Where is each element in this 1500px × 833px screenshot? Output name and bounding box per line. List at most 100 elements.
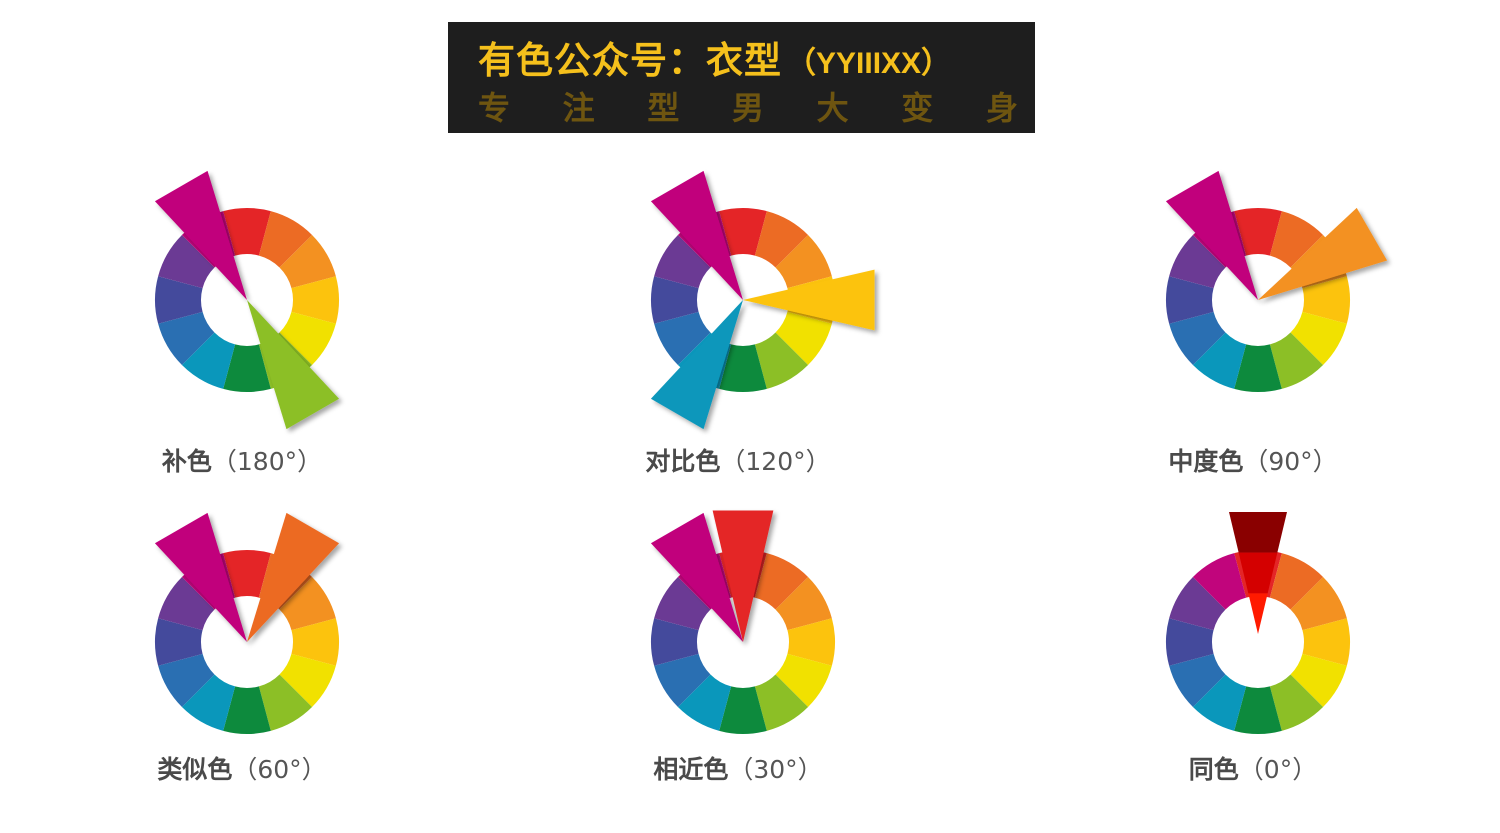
caption-label: 同色 xyxy=(1188,755,1239,784)
color-wheel-adjacent xyxy=(650,510,835,734)
pointer-wedge xyxy=(1258,207,1388,300)
pointer-wedge xyxy=(650,300,743,430)
caption-medium: 中度色（90°） xyxy=(1103,442,1403,478)
wheel-segment xyxy=(279,653,336,708)
caption-degree: （60°） xyxy=(232,755,327,784)
subtitle-char: 身 xyxy=(985,89,1018,127)
wheel-segment xyxy=(654,653,711,708)
wheel-segment xyxy=(223,550,271,598)
mono-band xyxy=(1229,512,1287,553)
wheel-segment xyxy=(1290,311,1347,366)
wheel-segment xyxy=(181,674,236,731)
wheel-segment xyxy=(158,234,215,289)
caption-label: 类似色 xyxy=(157,755,233,784)
caption-degree: （90°） xyxy=(1243,447,1338,476)
wheel-segment xyxy=(651,618,699,666)
wheel-segment xyxy=(719,208,767,256)
pointer-wedge xyxy=(154,170,247,300)
pointer-wedge xyxy=(247,300,340,430)
wheel-segment xyxy=(775,234,832,289)
wheel-segment xyxy=(1234,344,1282,392)
wheel-segment xyxy=(1169,234,1226,289)
wheel-segment xyxy=(1290,653,1347,708)
wheel-segment xyxy=(291,276,339,324)
banner-title: 有色公众号：衣型 （YYIIIXX） xyxy=(478,30,952,82)
wheel-segment xyxy=(1192,674,1247,731)
wheel-segment xyxy=(1166,276,1214,324)
wheel-segment xyxy=(719,686,767,734)
subtitle-char: 大 xyxy=(816,89,849,127)
caption-complementary: 补色（180°） xyxy=(92,442,392,478)
caption-degree: （120°） xyxy=(720,447,831,476)
wheel-segment xyxy=(1269,332,1324,389)
caption-degree: （30°） xyxy=(728,755,823,784)
caption-degree: （0°） xyxy=(1238,755,1318,784)
banner-subtitle: 专 注 型 男 大 变 身 xyxy=(478,86,1018,127)
subtitle-char: 注 xyxy=(562,89,595,127)
wheel-segment xyxy=(1290,576,1347,631)
wheel-segment xyxy=(754,553,809,610)
wheel-segment xyxy=(1169,311,1226,366)
wheel-segment xyxy=(1192,553,1247,610)
title-banner: 有色公众号：衣型 （YYIIIXX） 专 注 型 男 大 变 身 xyxy=(448,22,1035,133)
wheel-segment xyxy=(719,344,767,392)
caption-label: 中度色 xyxy=(1168,447,1244,476)
caption-degree: （180°） xyxy=(211,447,323,476)
wheel-segment xyxy=(1169,576,1226,631)
pointer-wedge xyxy=(154,512,247,642)
wheel-segment xyxy=(158,311,215,366)
caption-monochrome: 同色（0°） xyxy=(1103,750,1403,786)
caption-label: 对比色 xyxy=(645,447,721,476)
wheel-segment xyxy=(223,208,271,256)
subtitle-char: 型 xyxy=(647,89,680,127)
wheel-segment xyxy=(787,618,835,666)
wheel-segment xyxy=(651,276,699,324)
wheel-segment xyxy=(677,674,732,731)
mono-band xyxy=(1238,552,1278,594)
mono-band xyxy=(1248,593,1268,634)
wheel-segment xyxy=(1269,553,1324,610)
pointer-wedge xyxy=(650,512,743,642)
wheel-segment xyxy=(158,576,215,631)
wheel-segment xyxy=(258,211,313,268)
color-wheel-analogous xyxy=(154,512,340,734)
subtitle-char: 专 xyxy=(478,89,511,127)
wheel-segment xyxy=(654,234,711,289)
wheel-segment xyxy=(258,674,313,731)
wheel-segment xyxy=(1269,211,1324,268)
wheel-segment xyxy=(223,686,271,734)
wheel-segment xyxy=(775,576,832,631)
color-wheel-complementary xyxy=(154,170,340,430)
wheel-segment xyxy=(1234,208,1282,256)
wheel-segment xyxy=(1302,276,1350,324)
pointer-wedge xyxy=(650,170,743,300)
wheel-segment xyxy=(1166,618,1214,666)
wheel-segment xyxy=(654,576,711,631)
wheel-segment xyxy=(1234,686,1282,734)
wheel-segment xyxy=(1269,674,1324,731)
wheel-segment xyxy=(754,211,809,268)
wheel-segment xyxy=(654,311,711,366)
wheel-segment xyxy=(155,276,203,324)
wheel-segment xyxy=(291,618,339,666)
caption-contrast: 对比色（120°） xyxy=(588,442,888,478)
subtitle-char: 男 xyxy=(731,89,764,127)
wheel-segment xyxy=(1302,618,1350,666)
color-wheel-contrast xyxy=(650,170,875,430)
wheel-segment xyxy=(279,311,336,366)
wheel-segment xyxy=(181,332,236,389)
wheel-segment xyxy=(158,653,215,708)
banner-handle: （YYIIIXX） xyxy=(786,47,952,80)
banner-title-text: 有色公众号：衣型 xyxy=(478,39,782,82)
wheel-segment xyxy=(754,674,809,731)
wheel-segment xyxy=(775,311,832,366)
wheel-segment xyxy=(279,234,336,289)
wheel-segment xyxy=(223,344,271,392)
caption-label: 相近色 xyxy=(653,755,729,784)
subtitle-char: 变 xyxy=(901,89,934,127)
caption-label: 补色 xyxy=(161,447,212,476)
wheel-segment xyxy=(279,576,336,631)
wheel-segment xyxy=(754,332,809,389)
caption-adjacent: 相近色（30°） xyxy=(588,750,888,786)
wheel-segment xyxy=(775,653,832,708)
